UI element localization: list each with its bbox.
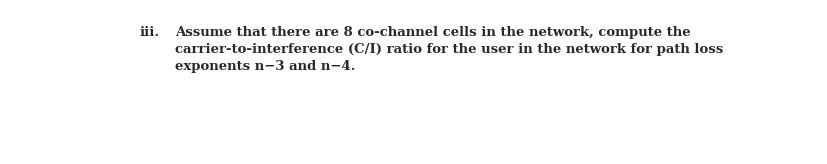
Text: iii.: iii.: [140, 26, 160, 39]
Text: exponents n−3 and n−4.: exponents n−3 and n−4.: [174, 60, 355, 73]
Text: Assume that there are 8 co-channel cells in the network, compute the: Assume that there are 8 co-channel cells…: [174, 26, 690, 39]
Text: carrier-to-interference (C/I) ratio for the user in the network for path loss: carrier-to-interference (C/I) ratio for …: [174, 43, 722, 56]
